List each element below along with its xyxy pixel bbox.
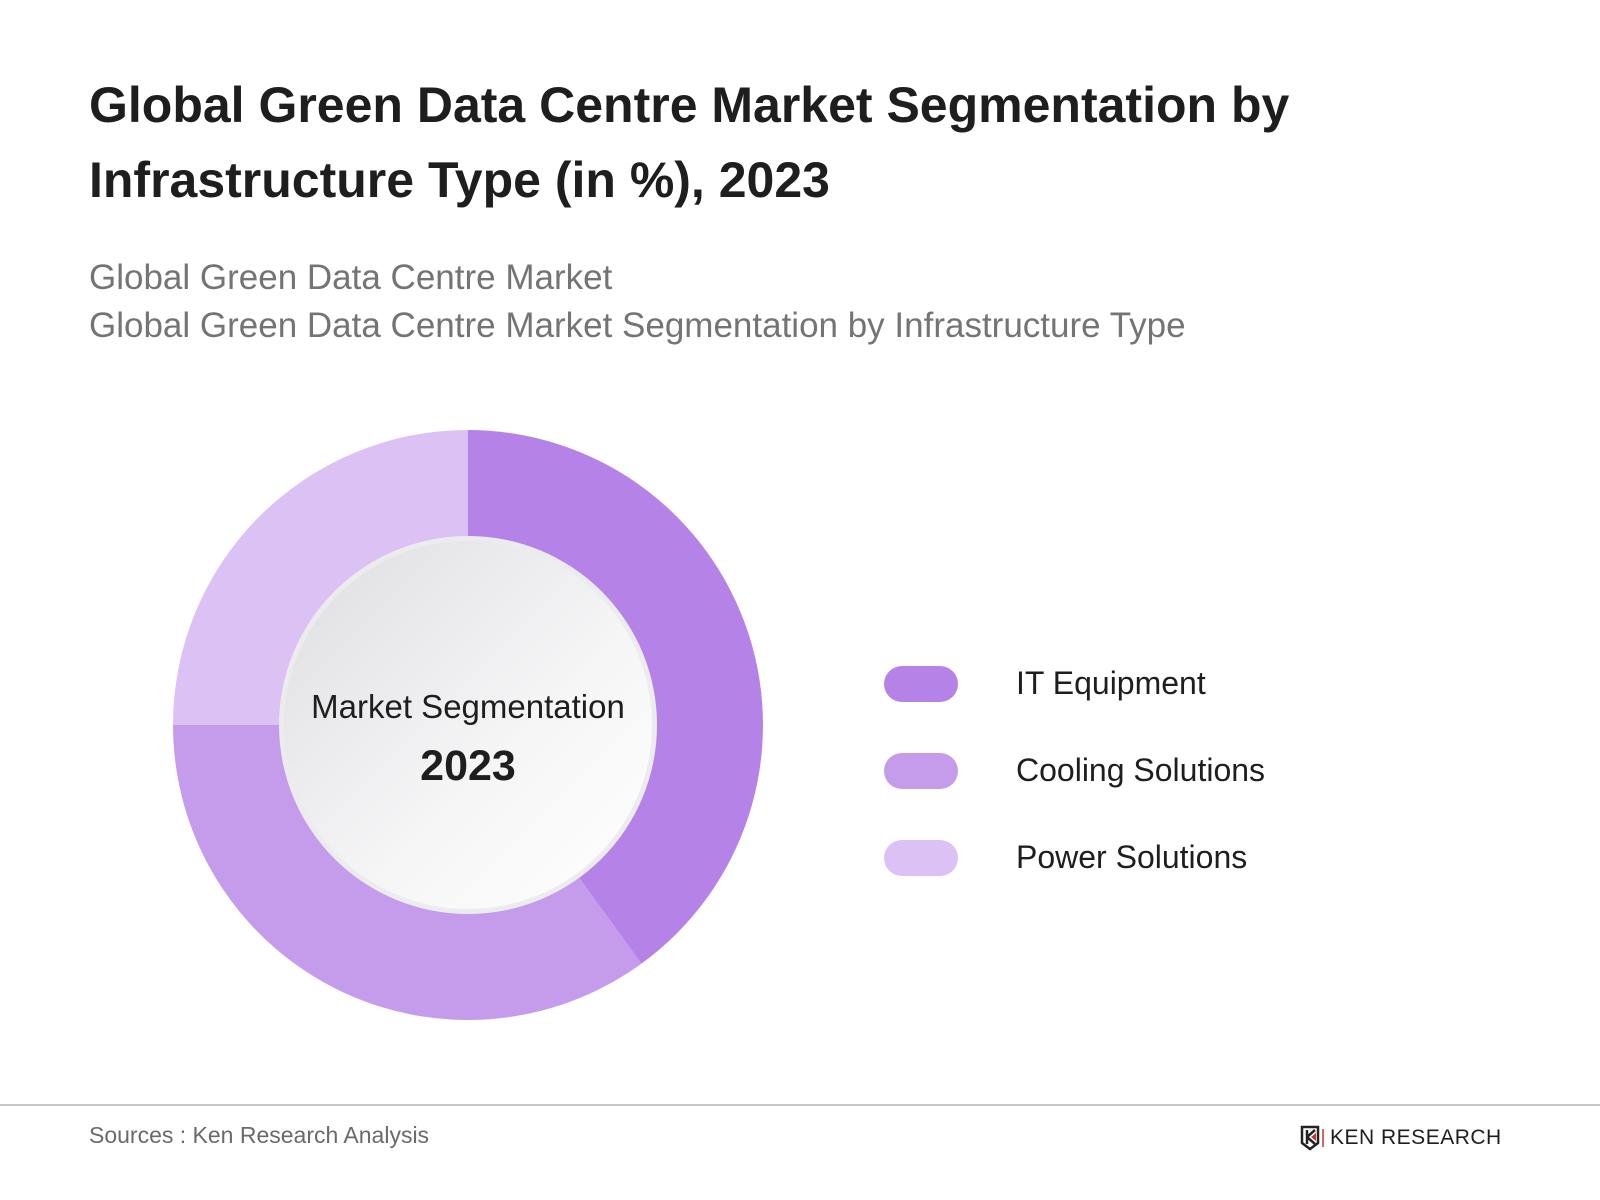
legend-swatch bbox=[884, 752, 958, 789]
center-disc bbox=[284, 541, 652, 909]
ken-logo-icon bbox=[1300, 1125, 1324, 1151]
subtitle-segmentation: Global Green Data Centre Market Segmenta… bbox=[89, 306, 1186, 345]
subtitle-market: Global Green Data Centre Market bbox=[89, 258, 613, 297]
center-value: 2023 bbox=[420, 742, 516, 790]
legend-item-cooling-solutions: Cooling Solutions bbox=[884, 727, 1265, 814]
legend: IT Equipment Cooling Solutions Power Sol… bbox=[884, 640, 1265, 901]
center-label: Market Segmentation bbox=[311, 688, 625, 725]
legend-swatch bbox=[884, 839, 958, 876]
legend-item-it-equipment: IT Equipment bbox=[884, 640, 1265, 727]
footer-divider bbox=[0, 1104, 1600, 1106]
ken-research-logo: KEN RESEARCH bbox=[1300, 1125, 1502, 1151]
chart-title: Global Green Data Centre Market Segmenta… bbox=[89, 77, 1290, 208]
donut-chart: Market Segmentation 2023 bbox=[173, 430, 764, 1021]
logo-text: KEN RESEARCH bbox=[1330, 1126, 1502, 1149]
legend-label: Cooling Solutions bbox=[1016, 752, 1266, 788]
legend-swatch bbox=[884, 665, 958, 702]
legend-label: Power Solutions bbox=[1016, 839, 1248, 875]
legend-label: IT Equipment bbox=[1016, 665, 1206, 701]
legend-item-power-solutions: Power Solutions bbox=[884, 814, 1265, 901]
source-note: Sources : Ken Research Analysis bbox=[89, 1122, 430, 1148]
